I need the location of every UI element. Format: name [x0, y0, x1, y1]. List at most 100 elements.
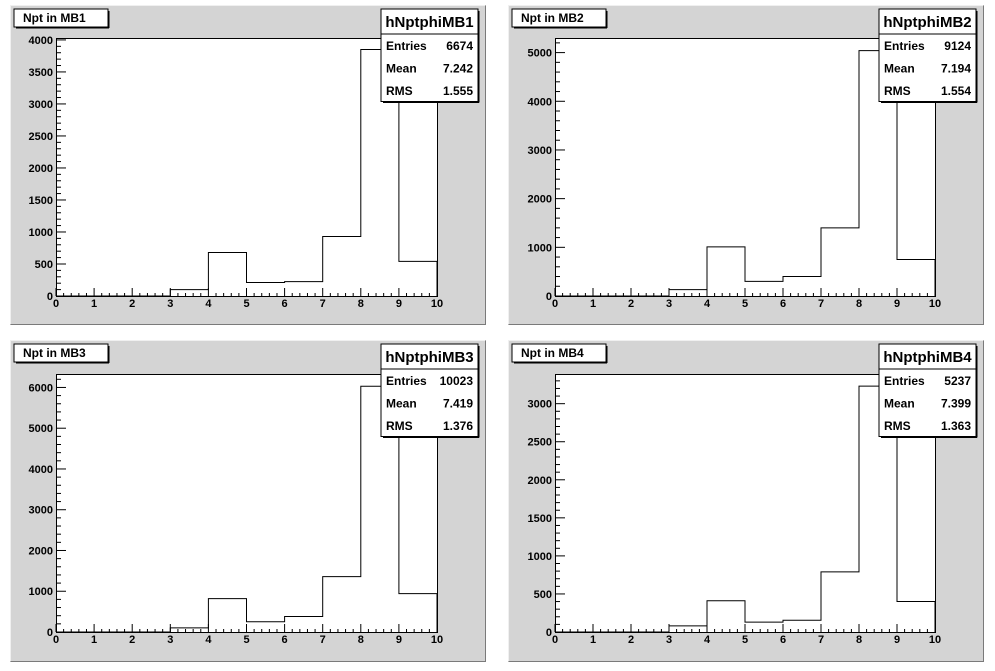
x-tick-label: 6 — [282, 634, 288, 646]
x-tick-label: 6 — [282, 298, 288, 310]
stats-label-entries: Entries — [884, 39, 925, 53]
y-tick-label: 500 — [35, 259, 53, 271]
y-tick-label: 2500 — [29, 131, 53, 143]
y-tick-label: 3000 — [29, 505, 53, 517]
x-tick-label: 8 — [358, 298, 364, 310]
x-tick-label: 8 — [358, 634, 364, 646]
pad-frame-dark — [508, 340, 984, 662]
x-tick-label: 3 — [666, 298, 672, 310]
y-tick-label: 0 — [546, 627, 552, 639]
stats-box — [878, 8, 977, 102]
y-tick-label: 1000 — [29, 586, 53, 598]
stats-label-mean: Mean — [386, 397, 417, 411]
stats-value-mean: 7.399 — [941, 397, 971, 411]
y-tick-label: 2000 — [528, 194, 552, 206]
x-tick-label: 8 — [856, 634, 862, 646]
stats-value-mean: 7.242 — [443, 62, 473, 76]
x-tick-label: 6 — [780, 634, 786, 646]
stats-label-entries: Entries — [386, 374, 427, 388]
y-tick-label: 5000 — [528, 48, 552, 60]
histogram-pad-3: 0 1 2 3 4 5 6 7 8 9 10 0 1000 2000 3000 4000 5000 6000 Npt… — [10, 340, 486, 662]
pad-frame-dark — [10, 340, 486, 662]
x-tick-label: 7 — [818, 634, 824, 646]
x-tick-label: 1 — [590, 634, 596, 646]
x-tick-label: 9 — [396, 298, 402, 310]
y-tick-label: 3000 — [528, 399, 552, 411]
y-tick-label: 4000 — [29, 35, 53, 47]
x-tick-label: 1 — [91, 634, 97, 646]
y-tick-label: 2500 — [528, 437, 552, 449]
y-tick-label: 3000 — [29, 99, 53, 111]
x-tick-label: 1 — [590, 298, 596, 310]
x-tick-label: 10 — [431, 634, 443, 646]
y-tick-label: 0 — [47, 291, 53, 303]
stats-label-entries: Entries — [884, 374, 925, 388]
stats-box — [878, 343, 977, 437]
histogram-pad-4: 0 1 2 3 4 5 6 7 8 9 10 0 500 1000 1500 2000 2500 3000 Npt … — [508, 340, 984, 662]
y-tick-label: 0 — [47, 627, 53, 639]
stats-label-entries: Entries — [386, 39, 427, 53]
stats-label-rms: RMS — [884, 419, 911, 433]
x-tick-label: 0 — [53, 298, 59, 310]
pad-frame-light — [508, 340, 984, 662]
pad-frame-dark — [10, 5, 486, 325]
x-tick-label: 7 — [320, 298, 326, 310]
title-box — [511, 343, 607, 363]
stats-label-mean: Mean — [386, 62, 417, 76]
histogram-title: Npt in MB2 — [521, 11, 584, 25]
pad-frame-dark — [508, 5, 984, 325]
x-tick-label: 10 — [929, 634, 941, 646]
x-tick-label: 2 — [129, 298, 135, 310]
stats-histogram-name: hNptphiMB2 — [883, 14, 971, 31]
y-tick-label: 1500 — [29, 195, 53, 207]
title-box — [13, 8, 109, 28]
y-tick-label: 1000 — [29, 227, 53, 239]
x-tick-label: 5 — [243, 634, 249, 646]
histogram-title: Npt in MB4 — [521, 346, 584, 360]
plot-frame — [555, 374, 936, 633]
x-tick-label: 10 — [929, 298, 941, 310]
x-tick-label: 4 — [205, 634, 212, 646]
pad-frame-light — [10, 5, 486, 325]
stats-label-mean: Mean — [884, 62, 915, 76]
stats-value-rms: 1.554 — [941, 84, 971, 98]
stats-value-mean: 7.194 — [941, 62, 971, 76]
stats-label-rms: RMS — [386, 84, 413, 98]
x-tick-label: 4 — [205, 298, 212, 310]
stats-histogram-name: hNptphiMB4 — [883, 349, 972, 366]
x-tick-label: 0 — [552, 634, 558, 646]
stats-histogram-name: hNptphiMB3 — [385, 349, 473, 366]
y-tick-label: 4000 — [29, 464, 53, 476]
x-tick-label: 4 — [704, 298, 711, 310]
title-box — [511, 8, 607, 28]
y-tick-label: 2000 — [29, 545, 53, 557]
x-tick-label: 9 — [396, 634, 402, 646]
y-tick-label: 1500 — [528, 513, 552, 525]
x-tick-label: 7 — [320, 634, 326, 646]
stats-value-entries: 6674 — [446, 39, 473, 53]
y-tick-label: 2000 — [29, 163, 53, 175]
x-tick-label: 2 — [628, 298, 634, 310]
stats-label-rms: RMS — [884, 84, 911, 98]
y-tick-label: 4000 — [528, 96, 552, 108]
x-tick-label: 9 — [894, 298, 900, 310]
plot-frame — [56, 374, 438, 633]
histogram-pad-1: 0 1 2 3 4 5 6 7 8 9 10 0 500 1000 1500 2000 2500 3000 3500… — [10, 5, 486, 325]
y-tick-label: 5000 — [29, 423, 53, 435]
stats-box — [380, 8, 479, 102]
histogram-title: Npt in MB1 — [23, 11, 86, 25]
y-tick-label: 3500 — [29, 67, 53, 79]
x-tick-label: 9 — [894, 634, 900, 646]
y-tick-label: 0 — [546, 291, 552, 303]
y-tick-label: 1000 — [528, 551, 552, 563]
x-tick-label: 10 — [431, 298, 443, 310]
x-tick-label: 3 — [167, 634, 173, 646]
x-tick-label: 0 — [552, 298, 558, 310]
x-tick-label: 5 — [742, 634, 748, 646]
pad-frame-light — [10, 340, 486, 662]
stats-value-mean: 7.419 — [443, 397, 473, 411]
stats-histogram-name: hNptphiMB1 — [385, 14, 473, 31]
x-tick-label: 7 — [818, 298, 824, 310]
x-tick-label: 3 — [167, 298, 173, 310]
